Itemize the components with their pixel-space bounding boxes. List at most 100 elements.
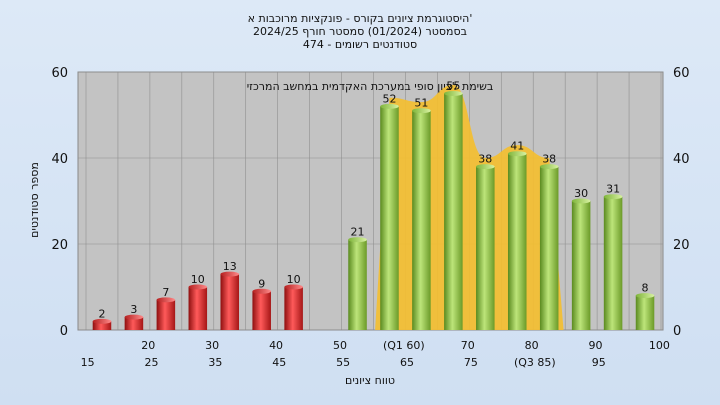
bar-body: [220, 274, 240, 330]
bar-body: [124, 317, 144, 330]
title-line-3: 474 - סטודנטים רשומים: [303, 38, 417, 51]
bar-cap: [539, 164, 559, 170]
bar-body: [444, 93, 463, 330]
bar-40: [252, 288, 271, 330]
y-tick-left: 0: [60, 324, 68, 339]
chart-title: היסטוגרמת ציונים בקורס - פונקציות מרוכבו…: [248, 12, 473, 51]
bar-body: [348, 239, 367, 330]
x-tick-label: 70: [461, 339, 475, 352]
bar-cap: [380, 103, 399, 109]
chart-annotation: בשימת לציון סופי במערכת האקדמית במחשב המ…: [247, 80, 494, 93]
bar-30: [188, 284, 208, 330]
x-tick-label: 20: [141, 339, 155, 352]
bar-cap: [412, 108, 431, 114]
bar-75: [476, 164, 495, 330]
y-tick-left: 20: [51, 238, 68, 253]
bar-60: [380, 103, 399, 331]
data-label: 13: [223, 260, 237, 273]
x-tick-label: 25: [144, 356, 158, 369]
data-label: 9: [258, 277, 265, 290]
data-label: 38: [478, 153, 492, 166]
data-label: 51: [414, 97, 428, 110]
data-label: 41: [510, 140, 524, 153]
data-label: 10: [287, 273, 301, 286]
x-axis-label: טווח ציונים: [345, 374, 395, 387]
bar-cap: [284, 284, 303, 290]
data-label: 3: [130, 303, 137, 316]
x-tick-label: 90: [589, 339, 603, 352]
x-tick-label: 75: [464, 356, 478, 369]
x-tick-label: 30: [205, 339, 219, 352]
bar-25: [156, 297, 176, 330]
bar-85: [539, 164, 559, 330]
y-tick-right: 40: [673, 152, 690, 167]
data-label: 55: [446, 80, 460, 93]
y-tick-right: 60: [673, 66, 690, 81]
bar-cap: [444, 91, 463, 96]
bar-70: [444, 91, 463, 330]
x-tick-label: 45: [272, 356, 286, 369]
bar-45: [284, 284, 303, 330]
bar-cap: [603, 194, 623, 200]
bar-body: [539, 166, 559, 330]
y-axis-label: מספר סטודנטים: [28, 162, 41, 238]
bar-cap: [124, 314, 144, 320]
data-label: 2: [98, 307, 105, 320]
bar-cap: [156, 297, 176, 303]
bar-cap: [220, 271, 240, 277]
bar-body: [476, 166, 495, 330]
x-tick-label: 35: [208, 356, 222, 369]
x-ticks: 15 20 25 30 35 40 45 50 55 (Q1 60) 65 70 75 80 (Q3 85)…: [81, 339, 670, 369]
x-tick-label: (Q3 85): [514, 356, 556, 369]
data-labels: 2 3 7 10 13 9 10 21 52 51 55 38 41 38 30 31 8: [98, 80, 648, 321]
title-line-1: היסטוגרמת ציונים בקורס - פונקציות מרוכבו…: [248, 12, 473, 25]
bar-65: [412, 108, 431, 330]
bar-cap: [571, 198, 591, 204]
bar-body: [252, 291, 271, 330]
bar-body: [507, 153, 527, 330]
data-label: 10: [191, 273, 205, 286]
bar-cap: [476, 164, 495, 170]
bar-55: [348, 237, 367, 330]
x-tick-label: 15: [81, 356, 95, 369]
x-tick-label: 40: [269, 339, 283, 352]
bar-35: [220, 271, 240, 330]
bar-cap: [507, 151, 527, 157]
x-tick-label: (Q1 60): [383, 339, 425, 352]
data-label: 21: [351, 226, 365, 239]
y-tick-left: 60: [51, 66, 68, 81]
bar-15: [92, 318, 112, 330]
x-tick-label: 100: [649, 339, 670, 352]
bar-body: [603, 196, 623, 330]
data-label: 52: [382, 92, 396, 105]
bar-body: [284, 287, 303, 330]
x-tick-label: 55: [336, 356, 350, 369]
y-tick-right: 0: [673, 324, 681, 339]
bar-80: [507, 151, 527, 330]
x-tick-label: 80: [525, 339, 539, 352]
bar-cap: [252, 288, 271, 294]
bar-95: [603, 194, 623, 330]
bar-body: [92, 321, 112, 330]
bar-body: [571, 201, 591, 330]
bars: [92, 91, 655, 331]
data-label: 38: [542, 153, 556, 166]
bar-cap: [188, 284, 208, 290]
bar-100: [635, 293, 655, 330]
y-tick-left: 40: [51, 152, 68, 167]
x-tick-label: 65: [400, 356, 414, 369]
gridlines: [78, 71, 663, 331]
bar-body: [156, 299, 176, 330]
data-label: 30: [574, 187, 588, 200]
data-label: 31: [606, 183, 620, 196]
bar-cap: [92, 318, 112, 324]
plot-area: [77, 71, 664, 331]
bar-20: [124, 314, 144, 330]
x-tick-label: 50: [333, 339, 347, 352]
data-label: 8: [642, 282, 649, 295]
y-ticks: 0 0 20 20 40 40 60 60: [51, 66, 689, 339]
bar-body: [412, 110, 431, 330]
bar-cap: [348, 237, 367, 243]
